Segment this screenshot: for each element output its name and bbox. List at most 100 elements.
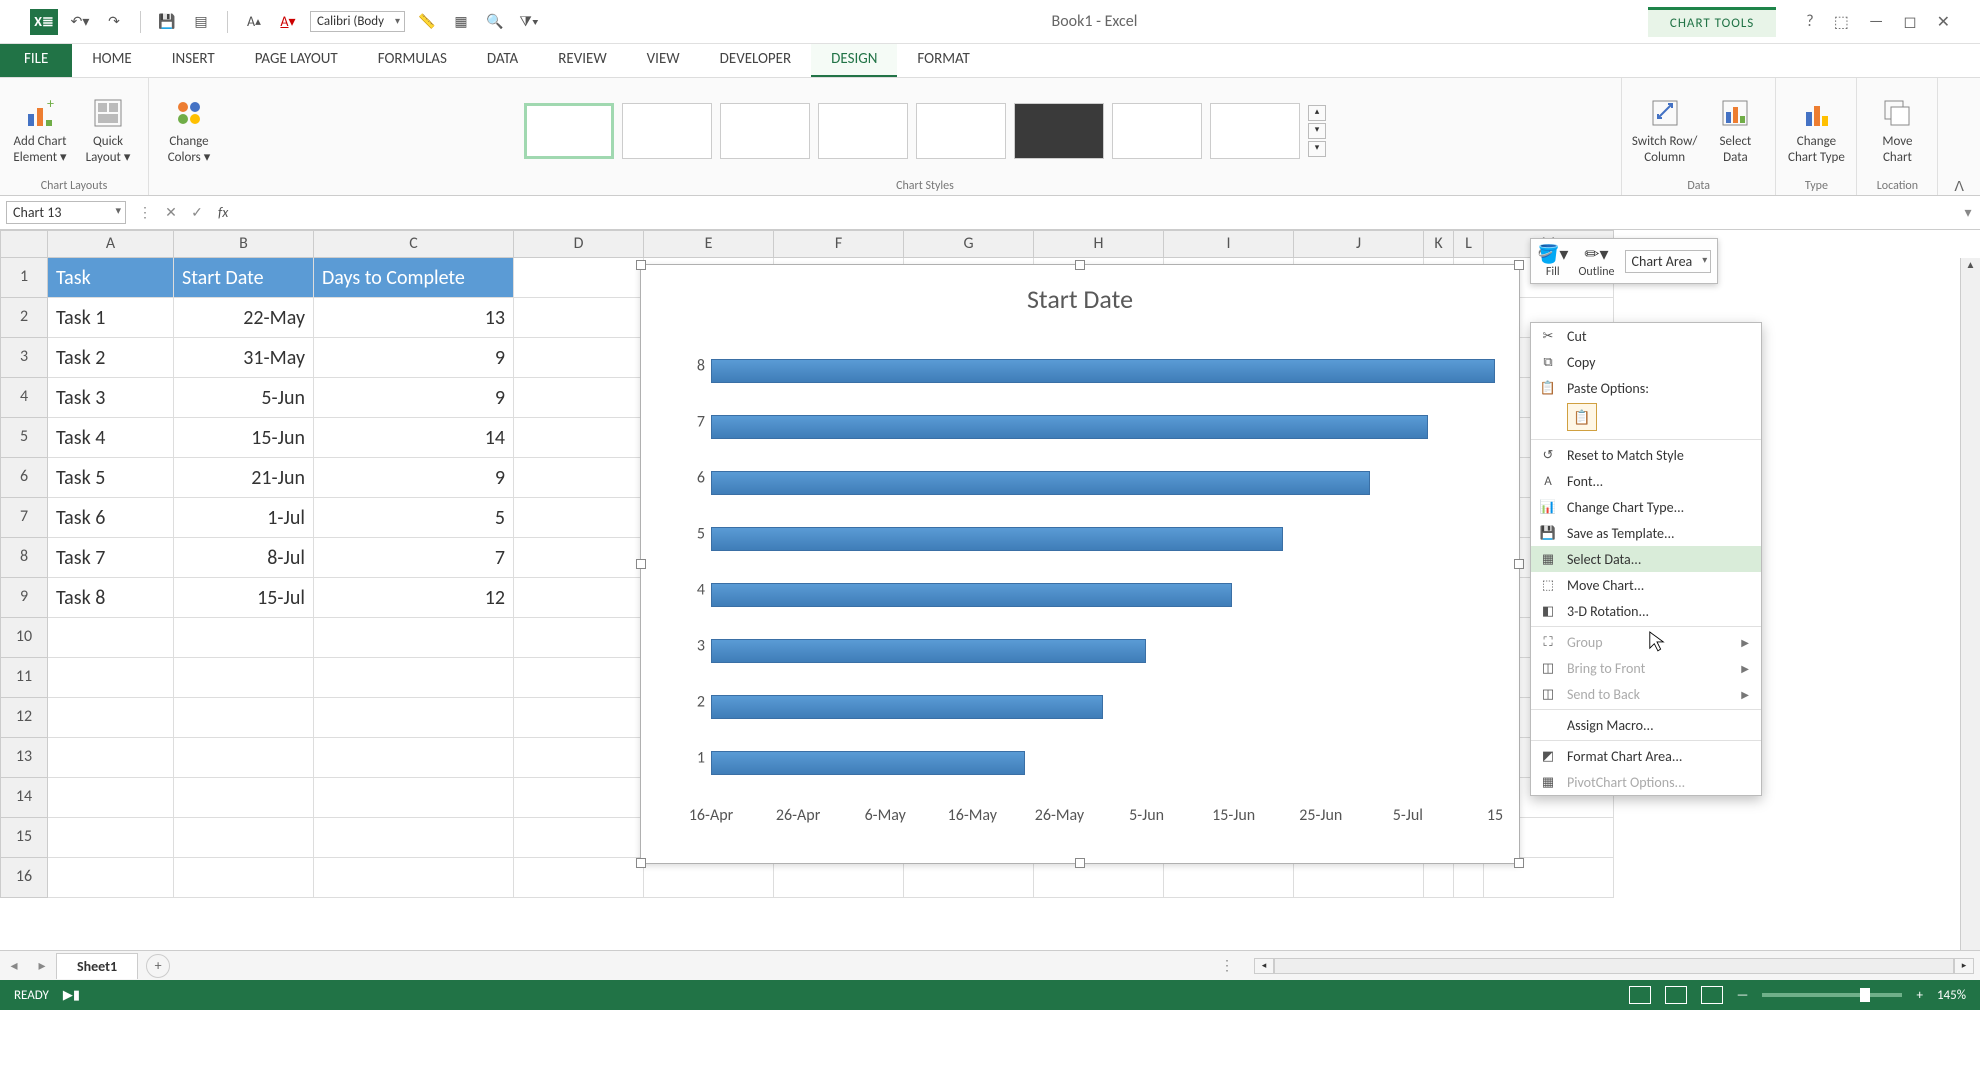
- row-header-7[interactable]: 7: [0, 498, 48, 538]
- chart-bar-2[interactable]: [711, 695, 1103, 719]
- cell-M16[interactable]: [1484, 858, 1614, 898]
- chart-style-3[interactable]: [720, 103, 810, 159]
- cell-B4[interactable]: 5-Jun: [174, 378, 314, 418]
- chart-bar-1[interactable]: [711, 751, 1025, 775]
- chart-resize-handle[interactable]: [1075, 858, 1085, 868]
- zoom-icon[interactable]: 🔍: [483, 10, 507, 34]
- ribbon-options-button[interactable]: ⬚: [1834, 12, 1849, 32]
- col-header-F[interactable]: F: [774, 230, 904, 258]
- cell-G16[interactable]: [904, 858, 1034, 898]
- cm-paste-options[interactable]: 📋Paste Options:: [1531, 375, 1761, 401]
- cell-A14[interactable]: [48, 778, 174, 818]
- col-header-L[interactable]: L: [1454, 230, 1484, 258]
- cm-format-area[interactable]: ◩Format Chart Area...: [1531, 743, 1761, 769]
- cell-A5[interactable]: Task 4: [48, 418, 174, 458]
- chart-style-2[interactable]: [622, 103, 712, 159]
- embedded-chart[interactable]: Start Date 1234567816-Apr26-Apr6-May16-M…: [640, 264, 1520, 864]
- cell-D1[interactable]: [514, 258, 644, 298]
- chart-resize-handle[interactable]: [1514, 260, 1524, 270]
- row-header-11[interactable]: 11: [0, 658, 48, 698]
- cm-font[interactable]: AFont...: [1531, 468, 1761, 494]
- row-header-14[interactable]: 14: [0, 778, 48, 818]
- cell-H16[interactable]: [1034, 858, 1164, 898]
- row-header-10[interactable]: 10: [0, 618, 48, 658]
- cell-J16[interactable]: [1294, 858, 1424, 898]
- cell-D13[interactable]: [514, 738, 644, 778]
- cell-D3[interactable]: [514, 338, 644, 378]
- change-chart-type-button[interactable]: Change Chart Type: [1786, 96, 1846, 165]
- cell-D5[interactable]: [514, 418, 644, 458]
- cell-C2[interactable]: 13: [314, 298, 514, 338]
- cell-A10[interactable]: [48, 618, 174, 658]
- row-header-6[interactable]: 6: [0, 458, 48, 498]
- file-tab[interactable]: FILE: [0, 44, 72, 77]
- cell-A2[interactable]: Task 1: [48, 298, 174, 338]
- row-header-13[interactable]: 13: [0, 738, 48, 778]
- chart-resize-handle[interactable]: [636, 858, 646, 868]
- cell-D10[interactable]: [514, 618, 644, 658]
- cell-B13[interactable]: [174, 738, 314, 778]
- tab-data[interactable]: DATA: [467, 44, 538, 77]
- chart-style-6[interactable]: [1014, 103, 1104, 159]
- cell-A15[interactable]: [48, 818, 174, 858]
- cell-A1[interactable]: Task: [48, 258, 174, 298]
- chart-resize-handle[interactable]: [1514, 559, 1524, 569]
- styles-expand[interactable]: ▾: [1308, 141, 1326, 157]
- chart-style-1[interactable]: [524, 103, 614, 159]
- macro-record-icon[interactable]: ▶▮: [63, 988, 80, 1003]
- select-data-button[interactable]: Select Data: [1705, 96, 1765, 165]
- cell-C10[interactable]: [314, 618, 514, 658]
- cell-B6[interactable]: 21-Jun: [174, 458, 314, 498]
- page-layout-view-button[interactable]: [1665, 986, 1687, 1004]
- cell-A11[interactable]: [48, 658, 174, 698]
- sheet-tab-sheet1[interactable]: Sheet1: [56, 953, 138, 979]
- sheet-icon[interactable]: ▦: [449, 10, 473, 34]
- cell-A12[interactable]: [48, 698, 174, 738]
- move-chart-button[interactable]: Move Chart: [1867, 96, 1927, 165]
- cell-L16[interactable]: [1454, 858, 1484, 898]
- maximize-button[interactable]: ◻: [1903, 12, 1916, 32]
- quick-layout-button[interactable]: Quick Layout ▾: [78, 96, 138, 165]
- chart-resize-handle[interactable]: [1514, 858, 1524, 868]
- cell-A8[interactable]: Task 7: [48, 538, 174, 578]
- chart-resize-handle[interactable]: [636, 559, 646, 569]
- row-header-4[interactable]: 4: [0, 378, 48, 418]
- chart-bar-3[interactable]: [711, 639, 1146, 663]
- cell-B15[interactable]: [174, 818, 314, 858]
- tab-view[interactable]: VIEW: [627, 44, 700, 77]
- tab-page-layout[interactable]: PAGE LAYOUT: [235, 44, 358, 77]
- tab-home[interactable]: HOME: [72, 44, 151, 77]
- zoom-slider[interactable]: [1762, 993, 1902, 997]
- save-button[interactable]: 💾: [155, 10, 179, 34]
- chart-bar-6[interactable]: [711, 471, 1370, 495]
- fill-button[interactable]: 🪣▾ Fill: [1537, 243, 1568, 279]
- tab-nav-prev[interactable]: ◂: [0, 957, 28, 974]
- cell-A3[interactable]: Task 2: [48, 338, 174, 378]
- chart-style-4[interactable]: [818, 103, 908, 159]
- cell-I16[interactable]: [1164, 858, 1294, 898]
- cm-move-chart[interactable]: ⬚Move Chart...: [1531, 572, 1761, 598]
- hscroll-right[interactable]: ▸: [1954, 958, 1974, 974]
- formula-input[interactable]: [236, 204, 1956, 221]
- cell-E16[interactable]: [644, 858, 774, 898]
- add-sheet-button[interactable]: +: [146, 954, 170, 978]
- cell-C3[interactable]: 9: [314, 338, 514, 378]
- chart-style-7[interactable]: [1112, 103, 1202, 159]
- tab-developer[interactable]: DEVELOPER: [700, 44, 812, 77]
- cell-B14[interactable]: [174, 778, 314, 818]
- tab-format[interactable]: FORMAT: [897, 44, 989, 77]
- cm-cut[interactable]: ✂Cut: [1531, 323, 1761, 349]
- cm-select-data[interactable]: ▦Select Data...: [1531, 546, 1761, 572]
- cm-copy[interactable]: ⧉Copy: [1531, 349, 1761, 375]
- chart-style-8[interactable]: [1210, 103, 1300, 159]
- font-combo[interactable]: Calibri (Body: [310, 11, 405, 32]
- row-header-3[interactable]: 3: [0, 338, 48, 378]
- cell-D6[interactable]: [514, 458, 644, 498]
- cell-C12[interactable]: [314, 698, 514, 738]
- col-header-E[interactable]: E: [644, 230, 774, 258]
- chart-resize-handle[interactable]: [636, 260, 646, 270]
- normal-view-button[interactable]: [1629, 986, 1651, 1004]
- col-header-G[interactable]: G: [904, 230, 1034, 258]
- horizontal-scrollbar[interactable]: [1274, 958, 1954, 974]
- cell-C14[interactable]: [314, 778, 514, 818]
